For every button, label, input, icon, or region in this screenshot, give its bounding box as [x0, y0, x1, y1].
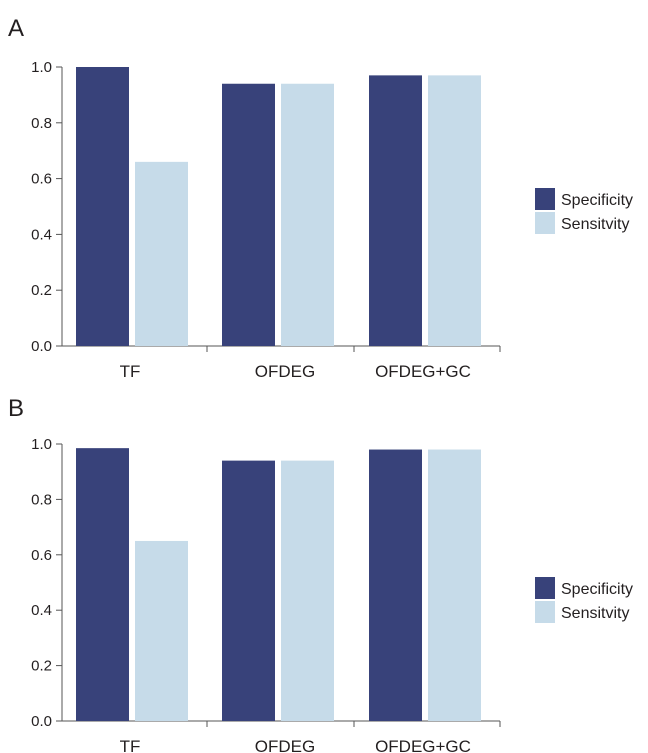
bar-sensitvity-ofdeg — [281, 460, 334, 721]
y-tick-label: 0.8 — [31, 491, 52, 508]
legend-label: Specificity — [561, 581, 633, 598]
y-tick-label: 0.2 — [31, 282, 52, 299]
x-category-label: OFDEG — [255, 737, 315, 753]
y-tick-label: 0.0 — [31, 713, 52, 730]
y-tick-label: 0.8 — [31, 115, 52, 132]
y-tick-label: 0.6 — [31, 547, 52, 564]
legend: Specificity Sensitvity — [535, 577, 633, 623]
y-tick-label: 0.4 — [31, 602, 52, 619]
bar-specificity-tf — [76, 448, 129, 721]
legend-swatch-specificity — [535, 188, 555, 210]
legend: Specificity Sensitvity — [535, 188, 633, 234]
panel-label: A — [8, 15, 24, 42]
x-category-label: OFDEG+GC — [375, 737, 471, 753]
y-tick-label: 1.0 — [31, 59, 52, 76]
bar-sensitvity-tf — [135, 540, 188, 721]
panel-label: B — [8, 395, 24, 422]
legend-swatch-specificity — [535, 577, 555, 599]
legend-label: Sensitvity — [561, 216, 629, 233]
y-tick-label: 0.0 — [31, 338, 52, 355]
bar-specificity-ofdeg — [222, 460, 275, 721]
x-category-label: TF — [120, 737, 141, 753]
bar-sensitvity-tf — [135, 161, 188, 346]
bar-sensitvity-ofdeg-gc — [428, 75, 481, 347]
bar-specificity-ofdeg — [222, 83, 275, 347]
bar-sensitvity-ofdeg-gc — [428, 449, 481, 721]
bar-specificity-ofdeg-gc — [369, 449, 422, 721]
y-tick-label: 0.4 — [31, 226, 52, 243]
x-category-label: TF — [120, 362, 141, 381]
bar-specificity-ofdeg-gc — [369, 75, 422, 347]
legend-swatch-sensitvity — [535, 601, 555, 623]
legend-swatch-sensitvity — [535, 212, 555, 234]
bar-specificity-tf — [76, 67, 129, 346]
legend-label: Sensitvity — [561, 605, 629, 622]
y-tick-label: 0.2 — [31, 658, 52, 675]
x-category-label: OFDEG — [255, 362, 315, 381]
legend-label: Specificity — [561, 192, 633, 209]
y-tick-label: 1.0 — [31, 436, 52, 453]
x-category-label: OFDEG+GC — [375, 362, 471, 381]
bar-sensitvity-ofdeg — [281, 83, 334, 347]
chart-panel-b: B 0.0 0.2 0.4 0.6 0.8 1.0 TF OFDEG OFDEG+GC Specif… — [8, 395, 633, 753]
chart-panel-a: A 0.0 0.2 0.4 0.6 0.8 1.0 TF OFDEG OFDEG+GC Specif… — [8, 15, 633, 381]
y-tick-label: 0.6 — [31, 171, 52, 188]
